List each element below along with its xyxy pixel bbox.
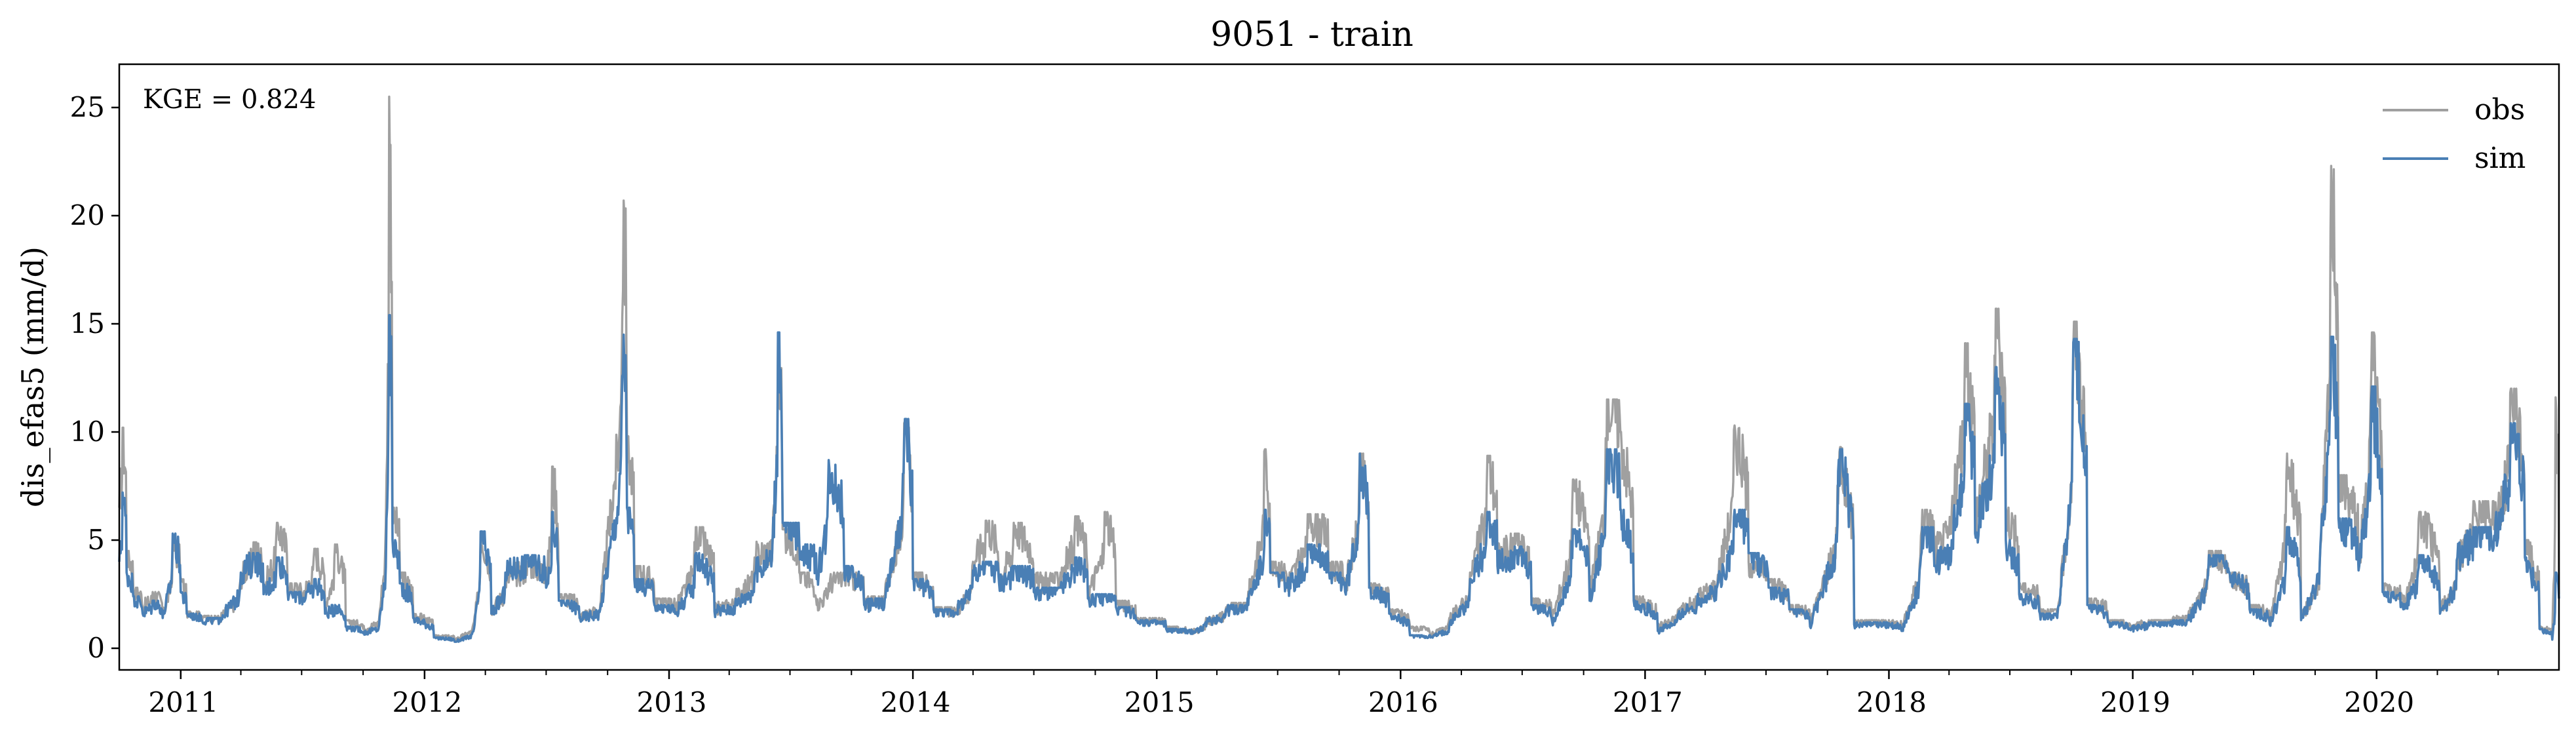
plot-area: 0 5 10 15 20 25 2011 2012 2013 2014 2015 2016 2017 20… xyxy=(70,63,2560,718)
y-tick-label: 0 xyxy=(87,632,105,664)
legend-label-sim: sim xyxy=(2474,142,2526,175)
legend-label-obs: obs xyxy=(2474,93,2525,127)
legend: obs sim xyxy=(2383,93,2526,175)
series-sim-line xyxy=(118,314,2560,643)
x-tick-label: 2016 xyxy=(1368,686,1438,718)
x-tick-label: 2017 xyxy=(1613,686,1683,718)
y-tick-label: 25 xyxy=(70,91,105,123)
x-tick-label: 2013 xyxy=(637,686,707,718)
x-tick-label: 2018 xyxy=(1856,686,1927,718)
chart-title: 9051 - train xyxy=(1210,15,1413,54)
x-tick-label: 2012 xyxy=(392,686,462,718)
series-obs-line xyxy=(118,95,2560,642)
x-tick-label: 2014 xyxy=(881,686,951,718)
y-tick-label: 15 xyxy=(70,307,105,340)
x-tick-label: 2011 xyxy=(148,686,218,718)
x-tick-label: 2019 xyxy=(2100,686,2170,718)
y-tick-label: 10 xyxy=(70,416,105,448)
x-tick-label: 2015 xyxy=(1125,686,1195,718)
y-tick-label: 5 xyxy=(87,524,105,556)
y-axis-label: dis_efas5 (mm/d) xyxy=(15,246,50,507)
y-tick-label: 20 xyxy=(70,199,105,231)
x-tick-label: 2020 xyxy=(2344,686,2414,718)
kge-annotation: KGE = 0.824 xyxy=(143,85,317,115)
